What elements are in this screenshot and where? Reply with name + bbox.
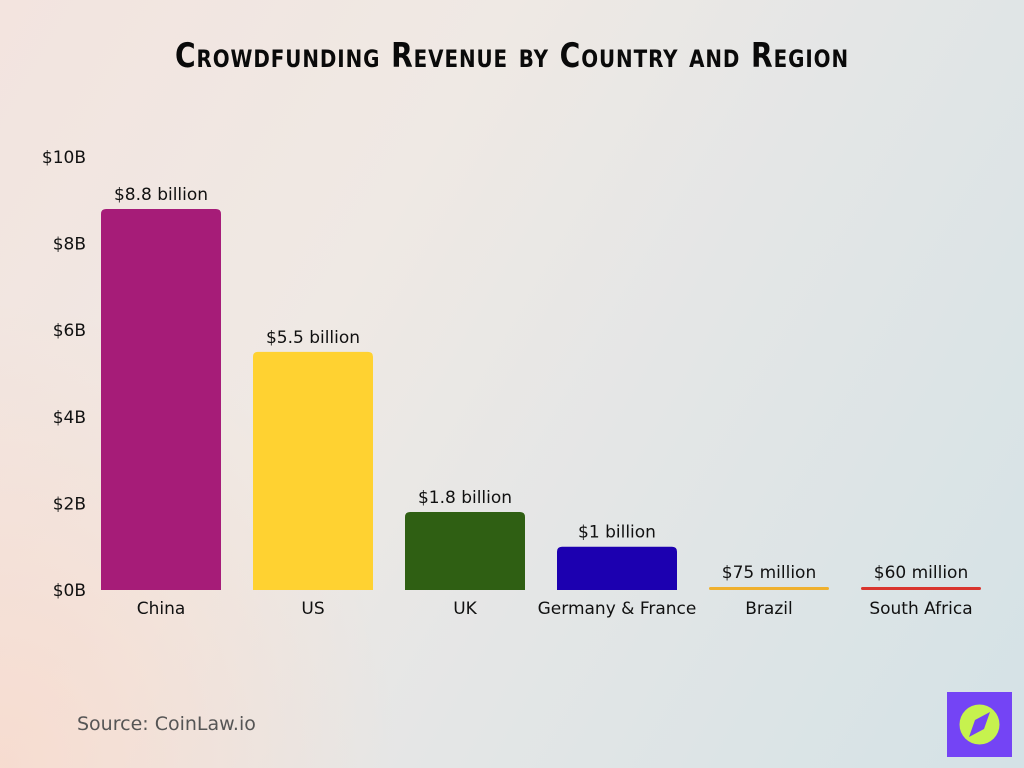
- bar: [557, 546, 677, 590]
- data-label: $1.8 billion: [418, 488, 512, 508]
- bar: [253, 351, 373, 590]
- bar: [709, 587, 829, 590]
- x-tick-label: South Africa: [869, 599, 972, 619]
- x-tick-label: Brazil: [745, 599, 792, 619]
- bar: [101, 208, 221, 590]
- x-tick-label: China: [137, 599, 186, 619]
- logo: [947, 692, 1012, 757]
- data-label: $5.5 billion: [266, 328, 360, 348]
- y-tick-label: $4B: [53, 408, 86, 428]
- y-tick-label: $0B: [53, 581, 86, 601]
- data-label: $8.8 billion: [114, 185, 208, 205]
- x-tick-label: UK: [453, 599, 477, 619]
- x-tick-label: US: [301, 599, 324, 619]
- source-note: Source: CoinLaw.io: [77, 713, 256, 735]
- x-tick-label: Germany & France: [538, 599, 697, 619]
- data-label: $60 million: [874, 563, 968, 583]
- y-tick-label: $8B: [53, 235, 86, 255]
- data-label: $1 billion: [578, 523, 656, 543]
- y-tick-label: $6B: [53, 321, 86, 341]
- compass-icon: [959, 704, 1000, 745]
- chart-title: Crowdfunding Revenue by Country and Regi…: [174, 36, 850, 76]
- bar: [405, 512, 525, 590]
- bar: [861, 587, 981, 590]
- data-label: $75 million: [722, 563, 816, 583]
- y-tick-label: $10B: [42, 148, 86, 168]
- y-tick-label: $2B: [53, 494, 86, 514]
